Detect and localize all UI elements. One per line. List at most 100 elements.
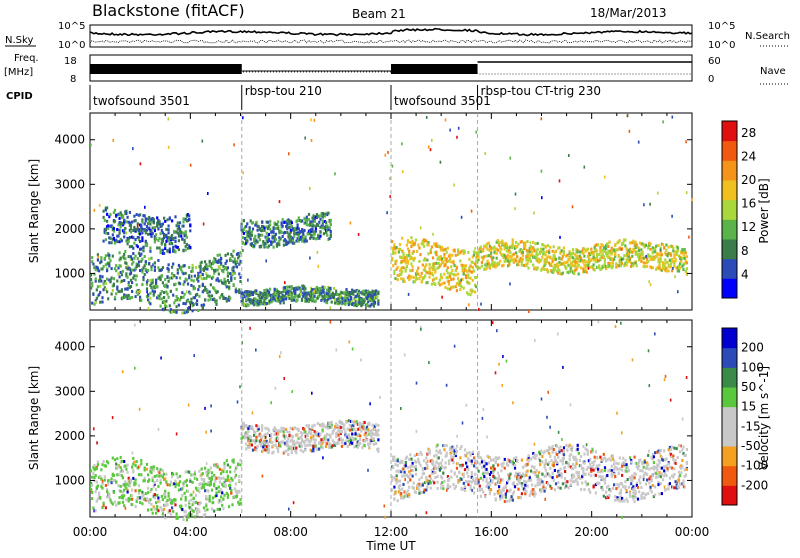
- power-cell: [431, 246, 433, 249]
- power-cell: [192, 267, 194, 270]
- power-cell: [498, 263, 500, 266]
- velocity-cell: [456, 445, 458, 448]
- velocity-cell: [123, 460, 125, 463]
- power-cell: [203, 303, 205, 306]
- velocity-cell: [534, 457, 536, 460]
- power-cell: [540, 259, 542, 262]
- power-cell: [297, 219, 299, 222]
- power-cell: [482, 250, 484, 253]
- power-cell: [553, 245, 555, 248]
- power-cell: [263, 227, 265, 230]
- velocity-cell: [285, 435, 287, 438]
- velocity-cell: [97, 463, 99, 466]
- power-noise-cell: [148, 307, 150, 310]
- velocity-cell: [99, 496, 101, 499]
- power-cell: [144, 273, 146, 276]
- power-noise-cell: [401, 142, 403, 145]
- power-cell: [155, 279, 157, 282]
- power-cell: [614, 252, 616, 255]
- velocity-cell: [205, 505, 207, 508]
- power-cell: [259, 238, 261, 241]
- velocity-cell: [226, 470, 228, 473]
- power-cell: [277, 220, 279, 223]
- velocity-cell: [198, 490, 200, 493]
- power-cell: [124, 250, 126, 253]
- velocity-cell: [435, 449, 437, 452]
- velocity-cell: [533, 466, 535, 469]
- velocity-cell: [479, 462, 481, 465]
- power-cell: [108, 257, 110, 260]
- power-cell: [661, 253, 663, 256]
- power-cell: [513, 253, 515, 256]
- power-cell: [599, 246, 601, 249]
- power-cell: [250, 238, 252, 241]
- power-cell: [291, 285, 293, 288]
- power-cell: [203, 269, 205, 272]
- power-cell: [410, 262, 412, 265]
- power-cell: [649, 243, 651, 246]
- velocity-cell: [157, 497, 159, 500]
- power-cell: [181, 238, 183, 241]
- power-cell: [131, 221, 133, 224]
- power-cell: [344, 303, 346, 306]
- power-cell: [423, 245, 425, 248]
- power-cell: [210, 298, 212, 301]
- velocity-cell: [425, 489, 427, 492]
- power-cell: [132, 261, 134, 264]
- power-cell: [315, 230, 317, 233]
- power-cell: [417, 273, 419, 276]
- power-cell: [635, 253, 637, 256]
- velocity-cell: [479, 485, 481, 488]
- velocity-cell: [521, 459, 523, 462]
- velocity-cell: [234, 487, 236, 490]
- power-cell: [444, 286, 446, 289]
- power-cell: [158, 297, 160, 300]
- velocity-cell: [147, 473, 149, 476]
- power-noise-cell: [310, 118, 312, 121]
- velocity-cell: [222, 470, 224, 473]
- velocity-cell: [209, 470, 211, 473]
- velocity-cell: [90, 469, 92, 472]
- power-cell: [139, 296, 141, 299]
- power-cell: [131, 296, 133, 299]
- power-cell: [125, 220, 127, 223]
- power-cell: [154, 290, 156, 293]
- velocity-cell: [437, 475, 439, 478]
- power-cell: [149, 292, 151, 295]
- power-cell: [583, 255, 585, 258]
- power-cell: [282, 218, 284, 221]
- velocity-cell: [397, 499, 399, 502]
- power-cell: [201, 277, 203, 280]
- power-cell: [137, 245, 139, 248]
- power-cell: [675, 258, 677, 261]
- power-cell: [246, 293, 248, 296]
- power-cell: [226, 285, 228, 288]
- velocity-cell: [139, 501, 141, 504]
- power-cell: [254, 235, 256, 238]
- velocity-cell: [227, 493, 229, 496]
- power-cell: [174, 283, 176, 286]
- power-cell: [286, 286, 288, 289]
- velocity-cell: [399, 489, 401, 492]
- velocity-cell: [171, 506, 173, 509]
- power-noise-cell: [471, 210, 473, 213]
- power-cell: [450, 278, 452, 281]
- velocity-cell: [490, 467, 492, 470]
- power-cell: [144, 222, 146, 225]
- power-cell: [164, 244, 166, 247]
- velocity-cell: [194, 515, 196, 518]
- power-cell: [344, 299, 346, 302]
- velocity-cell: [270, 436, 272, 439]
- power-cell: [257, 241, 259, 244]
- velocity-cell: [394, 463, 396, 466]
- power-cell: [622, 242, 624, 245]
- velocity-cell: [334, 425, 336, 428]
- power-cell: [318, 215, 320, 218]
- velocity-cell: [314, 430, 316, 433]
- velocity-cell: [435, 454, 437, 457]
- power-cell: [547, 244, 549, 247]
- velocity-cell: [223, 494, 225, 497]
- velocity-cell: [434, 476, 436, 479]
- velocity-cell: [528, 479, 530, 482]
- velocity-cell: [127, 464, 129, 467]
